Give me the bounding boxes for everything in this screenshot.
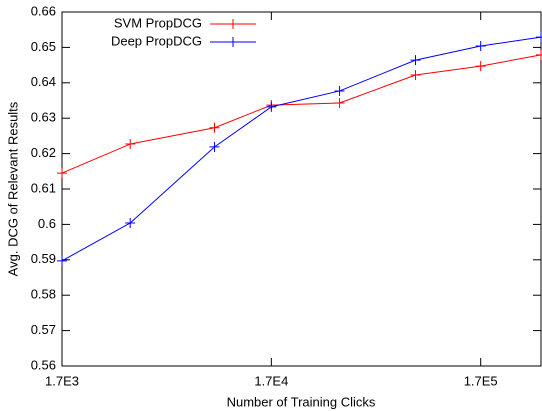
- y-tick-label: 0.62: [31, 145, 56, 160]
- y-tick-label: 0.56: [31, 357, 56, 372]
- y-tick-label: 0.6: [38, 216, 56, 231]
- series-line: [61, 54, 542, 174]
- point-marker: [57, 255, 67, 266]
- plot-frame: [61, 11, 542, 367]
- legend-label: Deep PropDCG: [111, 33, 202, 48]
- y-tick-label: 0.59: [31, 251, 56, 266]
- point-marker: [410, 55, 421, 66]
- series-line: [61, 36, 542, 262]
- point-marker: [125, 139, 136, 150]
- point-marker: [209, 122, 220, 133]
- y-tick-label: 0.61: [31, 180, 56, 195]
- point-marker: [334, 85, 345, 96]
- x-tick-label: 1.7E3: [45, 373, 79, 388]
- point-marker: [125, 217, 136, 228]
- y-tick-label: 0.64: [31, 74, 56, 89]
- point-marker: [266, 101, 277, 112]
- y-tick-label: 0.65: [31, 39, 56, 54]
- point-marker: [57, 168, 67, 179]
- x-tick-label: 1.7E4: [254, 373, 288, 388]
- point-marker: [475, 40, 486, 51]
- legend-marker: [228, 37, 238, 47]
- point-marker: [536, 32, 542, 43]
- point-marker: [475, 61, 486, 72]
- point-marker: [410, 70, 421, 81]
- y-tick-label: 0.66: [31, 3, 56, 18]
- point-marker: [536, 49, 542, 60]
- point-marker: [209, 141, 220, 152]
- y-tick-label: 0.63: [31, 110, 56, 125]
- x-tick-label: 1.7E5: [464, 373, 498, 388]
- point-marker: [334, 97, 345, 108]
- y-axis-label: Avg. DCG of Relevant Results: [5, 101, 20, 276]
- legend-label: SVM PropDCG: [114, 15, 202, 30]
- y-tick-label: 0.57: [31, 322, 56, 337]
- y-tick-label: 0.58: [31, 287, 56, 302]
- x-axis-label: Number of Training Clicks: [227, 394, 376, 409]
- legend-marker: [228, 19, 238, 29]
